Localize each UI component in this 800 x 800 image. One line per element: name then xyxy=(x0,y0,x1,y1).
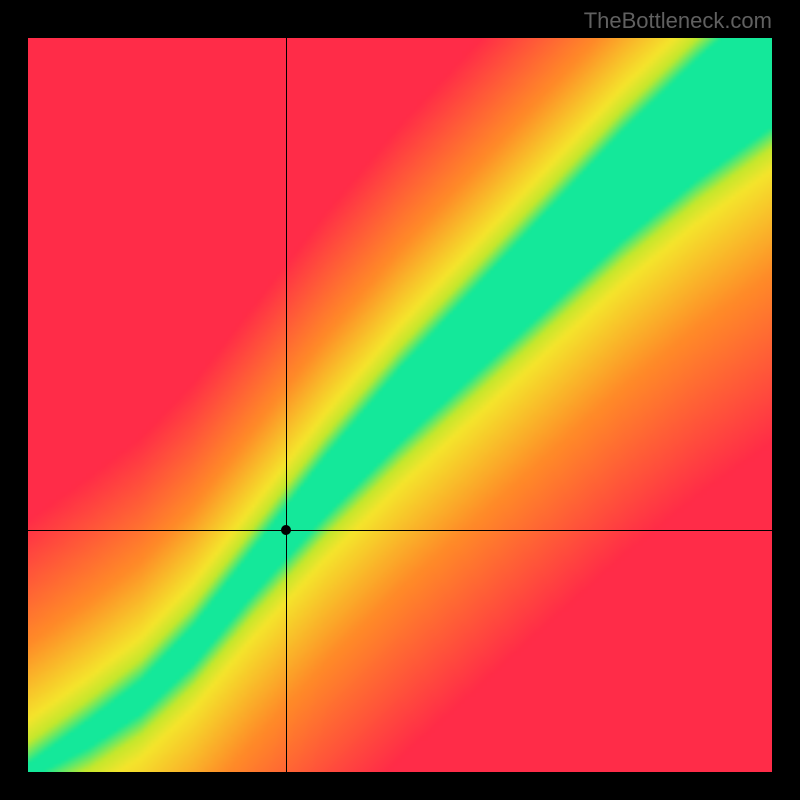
heatmap-canvas xyxy=(28,38,772,772)
marker-dot xyxy=(281,525,291,535)
plot-area xyxy=(28,38,772,772)
crosshair-vertical xyxy=(286,38,287,772)
crosshair-horizontal xyxy=(28,530,772,531)
watermark-text: TheBottleneck.com xyxy=(584,8,772,34)
